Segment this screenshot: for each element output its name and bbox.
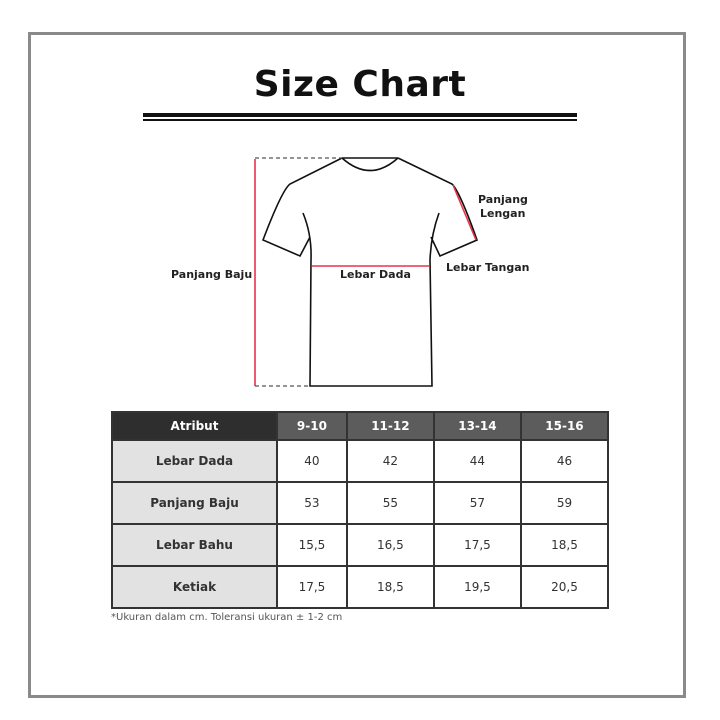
value-cell: 18,5 [345,565,435,609]
size-table: Atribut 9-10 11-12 13-14 15-16 Lebar Dad… [111,411,610,609]
value-cell: 46 [519,439,610,483]
title-underline-thick [143,113,577,117]
attribute-cell: Lebar Bahu [111,523,278,567]
value-cell: 55 [345,481,435,525]
attribute-cell: Panjang Baju [111,481,278,525]
header-cell: 15-16 [519,411,610,441]
panjang-lengan-line [452,184,477,241]
value-cell: 42 [345,439,435,483]
tshirt-outline [261,157,479,387]
label-panjang-baju: Panjang Baju [171,268,253,281]
value-cell: 40 [276,439,348,483]
value-cell: 59 [519,481,610,525]
table-row: Lebar Dada 40 42 44 46 [111,439,610,483]
value-cell: 19,5 [432,565,522,609]
header-cell: 11-12 [345,411,435,441]
value-cell: 18,5 [519,523,610,567]
table-header-row: Atribut 9-10 11-12 13-14 15-16 [111,411,610,441]
header-cell: 9-10 [276,411,348,441]
value-cell: 57 [432,481,522,525]
label-lebar-dada: Lebar Dada [340,268,411,281]
value-cell: 44 [432,439,522,483]
label-panjang-lengan-2: Lengan [480,207,526,220]
page-title: Size Chart [253,64,467,105]
guide-dashes [255,157,342,387]
border-frame [28,32,686,698]
value-cell: 20,5 [519,565,610,609]
label-lebar-tangan: Lebar Tangan [446,261,530,274]
value-cell: 17,5 [276,565,348,609]
table-row: Ketiak 17,5 18,5 19,5 20,5 [111,565,610,609]
table-row: Panjang Baju 53 55 57 59 [111,481,610,525]
attribute-cell: Ketiak [111,565,278,609]
header-cell: Atribut [111,411,278,441]
attribute-cell: Lebar Dada [111,439,278,483]
value-cell: 16,5 [345,523,435,567]
title-underline-thin [143,119,577,121]
header-cell: 13-14 [432,411,522,441]
table-row: Lebar Bahu 15,5 16,5 17,5 18,5 [111,523,610,567]
label-panjang-lengan-1: Panjang [478,193,528,206]
footnote: *Ukuran dalam cm. Toleransi ukuran ± 1-2… [111,612,343,623]
measure-lines [254,159,477,386]
value-cell: 17,5 [432,523,522,567]
value-cell: 53 [276,481,348,525]
value-cell: 15,5 [276,523,348,567]
